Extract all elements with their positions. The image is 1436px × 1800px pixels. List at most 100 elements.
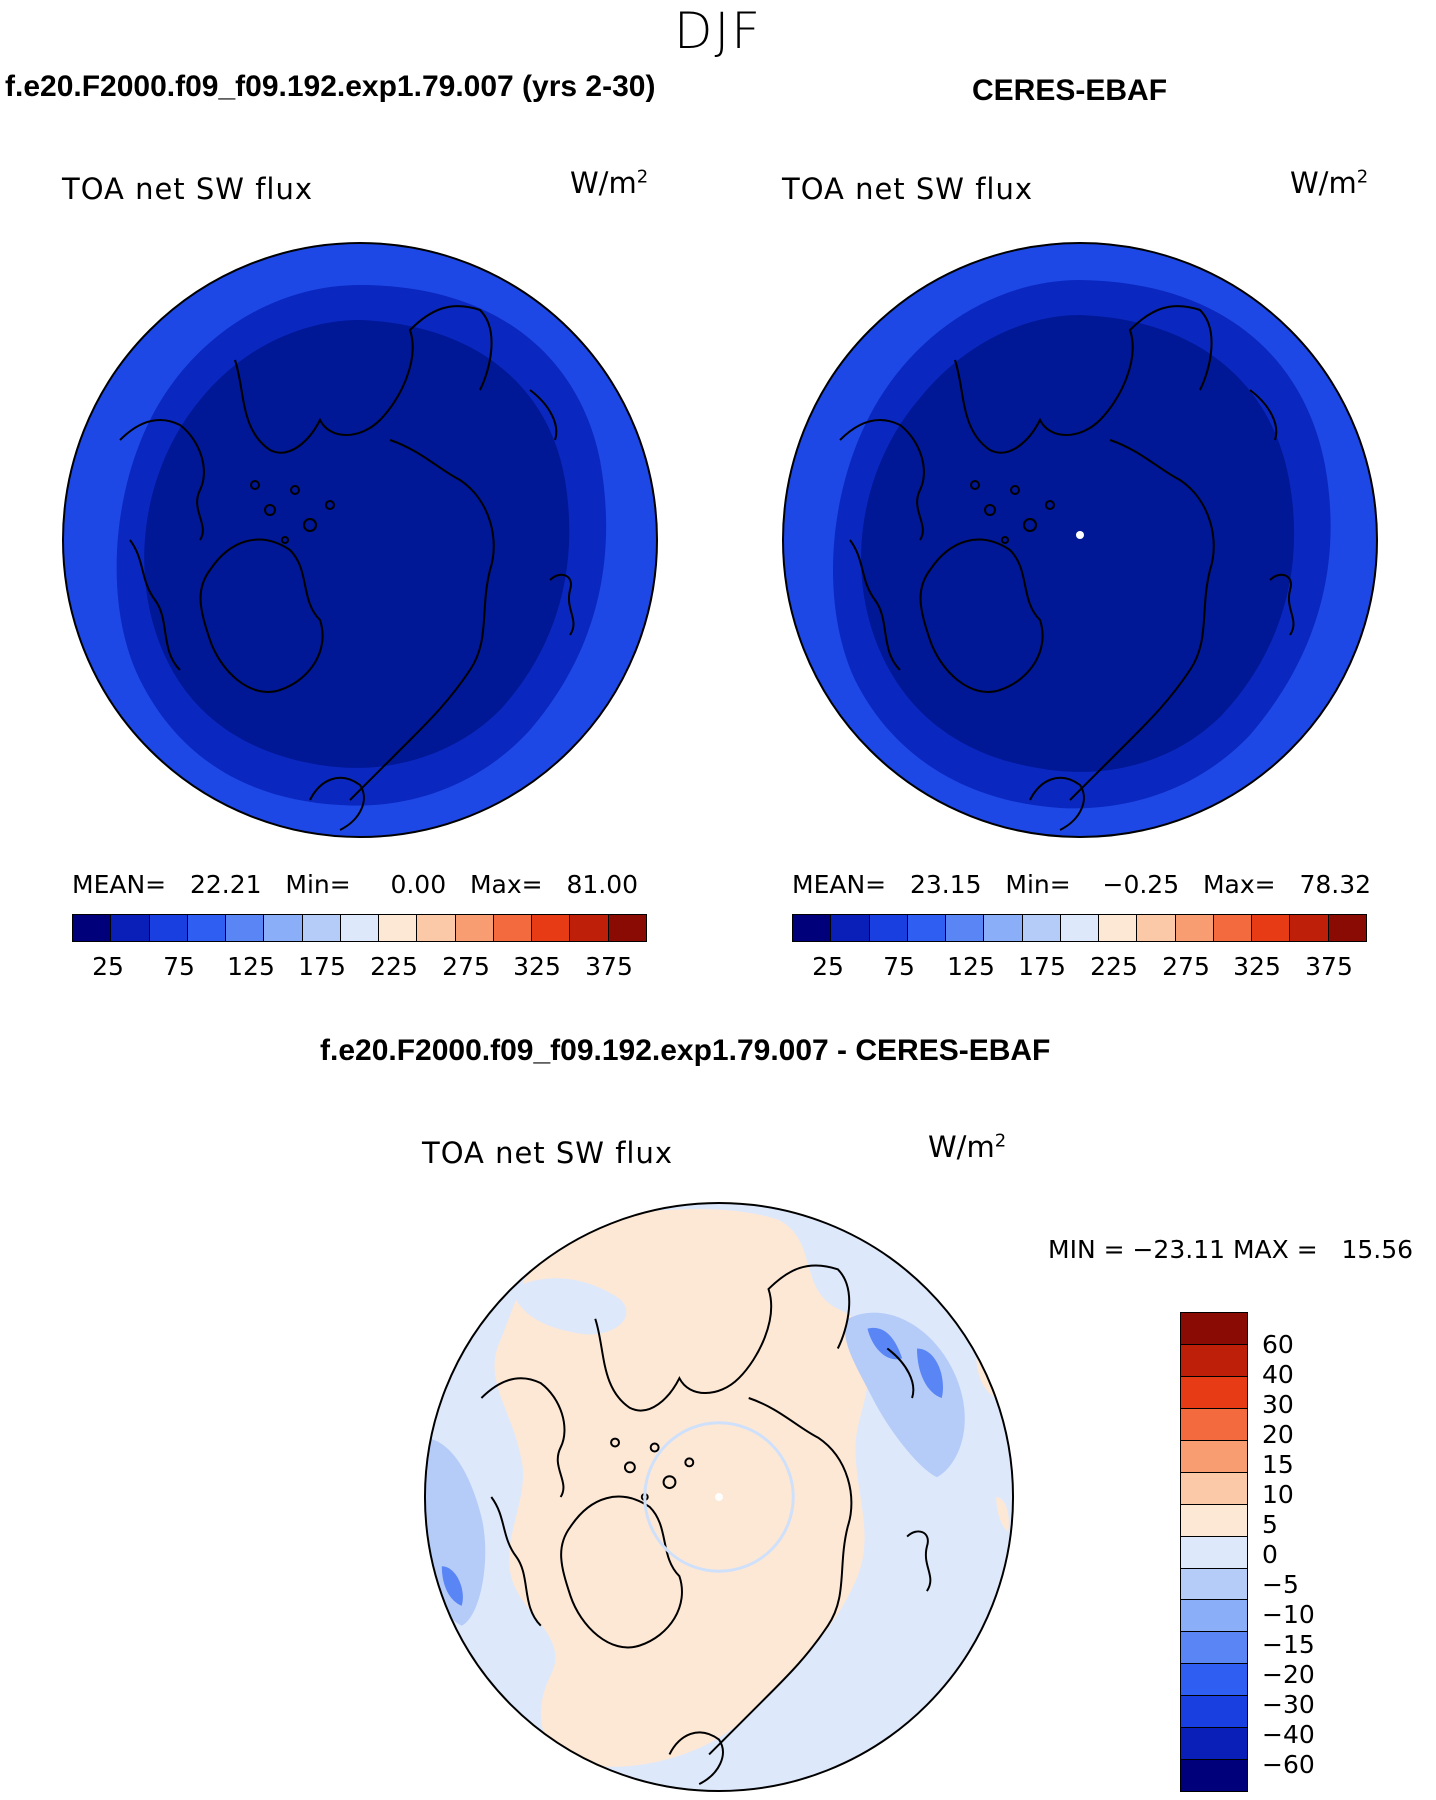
left-panel-title: f.e20.F2000.f09_f09.192.exp1.79.007 (yrs… [5, 70, 656, 103]
colorbar-swatch [1181, 1536, 1247, 1569]
colorbar-swatch [1181, 1504, 1247, 1537]
colorbar-swatch [608, 915, 646, 941]
colorbar-tick: 175 [1018, 952, 1066, 981]
colorbar-tick: 20 [1262, 1420, 1294, 1449]
colorbar-tick: 60 [1262, 1330, 1294, 1359]
colorbar-tick: 10 [1262, 1480, 1294, 1509]
colorbar-tick: 30 [1262, 1390, 1294, 1419]
colorbar-swatch [532, 915, 571, 941]
colorbar-tick: −20 [1262, 1660, 1315, 1689]
colorbar-tick: 25 [812, 952, 844, 981]
colorbar-swatch [111, 915, 150, 941]
right-colorbar [792, 914, 1367, 942]
colorbar-swatch [869, 915, 908, 941]
colorbar-swatch [907, 915, 947, 941]
colorbar-tick: 0 [1262, 1540, 1278, 1569]
map-boundary [62, 242, 658, 838]
colorbar-swatch [73, 915, 112, 941]
diff-polar-map [423, 1201, 1015, 1793]
right-polar-map [782, 242, 1378, 838]
colorbar-swatch [149, 915, 188, 941]
colorbar-swatch [793, 915, 832, 941]
colorbar-tick: 25 [92, 952, 124, 981]
coastlines [839, 305, 1295, 831]
colorbar-swatch [1181, 1760, 1247, 1792]
colorbar-swatch [1290, 915, 1329, 941]
colorbar-swatch [1181, 1728, 1247, 1761]
colorbar-swatch [1252, 915, 1291, 941]
colorbar-swatch [493, 915, 533, 941]
colorbar-swatch [1181, 1696, 1247, 1729]
diff-panel-title: f.e20.F2000.f09_f09.192.exp1.79.007 - CE… [320, 1034, 1051, 1067]
colorbar-tick: 175 [298, 952, 346, 981]
colorbar-swatch [417, 915, 456, 941]
colorbar-swatch [1175, 915, 1214, 941]
colorbar-swatch [1181, 1600, 1247, 1633]
map-boundary [782, 242, 1378, 838]
colorbar-swatch [1213, 915, 1253, 941]
season-title: DJF [673, 2, 762, 60]
coastlines [119, 305, 575, 831]
colorbar-tick: 275 [1162, 952, 1210, 981]
colorbar-tick: −5 [1262, 1570, 1299, 1599]
colorbar-swatch [1181, 1472, 1247, 1505]
negative-region [441, 1566, 463, 1606]
colorbar-swatch [1181, 1344, 1247, 1377]
left-colorbar-ticks: 25 75 125 175 225 275 325 375 [72, 952, 645, 984]
colorbar-swatch [1022, 915, 1061, 941]
negative-region [867, 1327, 944, 1398]
colorbar-tick: 15 [1262, 1450, 1294, 1479]
negative-region [845, 1312, 965, 1478]
colorbar-swatch [264, 915, 303, 941]
negative-region [424, 1437, 486, 1626]
right-variable-label: TOA net SW flux [782, 172, 1034, 206]
left-stats: MEAN= 22.21 Min= 0.00 Max= 81.00 [72, 870, 639, 899]
colorbar-tick: 375 [1305, 952, 1353, 981]
colorbar-swatch [1181, 1408, 1247, 1441]
colorbar-swatch [455, 915, 494, 941]
colorbar-swatch [946, 915, 985, 941]
coastlines [480, 1264, 932, 1785]
left-unit-label: W/m2 [570, 166, 649, 200]
diff-range-text: MIN = −23.11 MAX = 15.56 [1048, 1235, 1414, 1264]
colorbar-tick: 325 [513, 952, 561, 981]
colorbar-tick: 5 [1262, 1510, 1278, 1539]
colorbar-swatch [1181, 1568, 1247, 1601]
diff-colorbar [1180, 1312, 1248, 1792]
colorbar-swatch [379, 915, 418, 941]
colorbar-swatch [1181, 1664, 1247, 1697]
colorbar-tick: −30 [1262, 1690, 1315, 1719]
colorbar-tick: 325 [1233, 952, 1281, 981]
colorbar-swatch [340, 915, 380, 941]
colorbar-swatch [187, 915, 227, 941]
inner-band [144, 320, 570, 768]
colorbar-swatch [1137, 915, 1176, 941]
colorbar-tick: −40 [1262, 1720, 1315, 1749]
left-variable-label: TOA net SW flux [62, 172, 314, 206]
colorbar-swatch [1060, 915, 1100, 941]
diff-colorbar-ticks: 60 40 30 20 15 10 5 0 −5 −10 −15 −20 −30… [1262, 1312, 1382, 1790]
positive-region [976, 1358, 1009, 1532]
colorbar-swatch [1181, 1376, 1247, 1409]
inner-band [861, 315, 1295, 772]
right-unit-label: W/m2 [1290, 166, 1369, 200]
right-panel-title: CERES-EBAF [972, 74, 1168, 107]
colorbar-swatch [1181, 1440, 1247, 1473]
colorbar-tick: 75 [883, 952, 915, 981]
colorbar-swatch [1328, 915, 1366, 941]
left-polar-map [62, 242, 658, 838]
diff-unit-label: W/m2 [928, 1130, 1007, 1164]
negative-region [511, 1278, 627, 1335]
colorbar-tick: −60 [1262, 1750, 1315, 1779]
colorbar-swatch [1181, 1632, 1247, 1665]
colorbar-swatch [226, 915, 265, 941]
colorbar-tick: 275 [442, 952, 490, 981]
pole-point [715, 1493, 723, 1501]
diff-variable-label: TOA net SW flux [422, 1136, 674, 1170]
map-boundary [423, 1201, 1015, 1793]
colorbar-tick: 375 [585, 952, 633, 981]
colorbar-swatch [570, 915, 609, 941]
polar-ring [643, 1421, 795, 1573]
left-colorbar [72, 914, 647, 942]
colorbar-tick: 225 [370, 952, 418, 981]
